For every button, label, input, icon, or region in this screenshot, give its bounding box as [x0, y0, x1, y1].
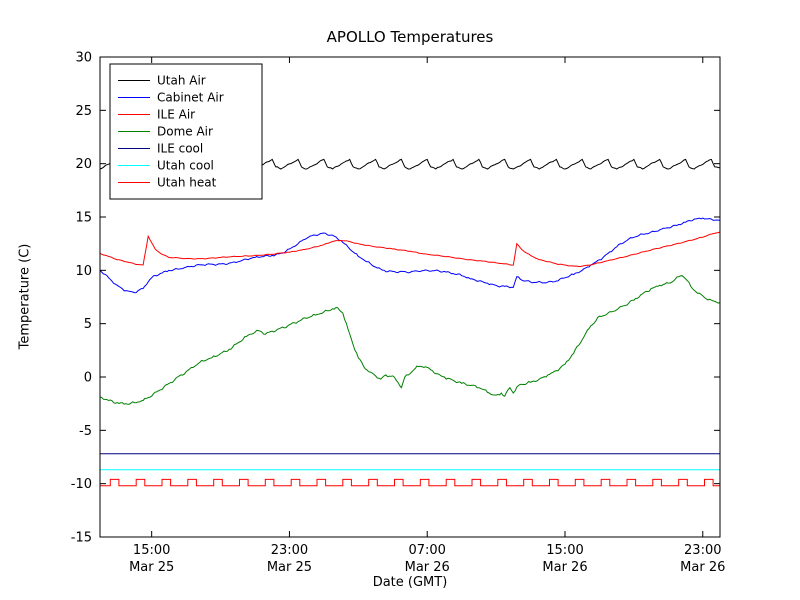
x-tick-label-time: 15:00 — [133, 543, 170, 558]
y-tick-label: 0 — [84, 371, 92, 386]
y-tick-label: 20 — [75, 157, 92, 172]
axes-frame — [99, 56, 721, 538]
y-axis-label: Temperature (C) — [17, 243, 33, 350]
x-tick-label-time: 15:00 — [546, 543, 583, 558]
x-tick-label-date: Mar 25 — [267, 560, 312, 575]
x-tick-label-time: 07:00 — [408, 543, 445, 558]
x-axis-label: Date (GMT) — [372, 575, 448, 590]
y-tick-label: 5 — [84, 317, 92, 332]
y-tick-label: -5 — [79, 424, 92, 439]
series-line-utah-heat — [100, 478, 720, 487]
series-line-cabinet-air — [99, 217, 721, 294]
x-tick-label-date: Mar 26 — [542, 560, 587, 575]
y-tick-label: 15 — [75, 211, 92, 226]
y-tick-label: 10 — [75, 264, 92, 279]
y-tick-label: 25 — [75, 104, 92, 119]
series-line-ile-air — [99, 231, 721, 267]
legend-label-ile-cool: ILE cool — [157, 142, 203, 156]
series-line-dome-air — [99, 275, 721, 405]
chart-title: APOLLO Temperatures — [326, 28, 494, 46]
legend-label-dome-air: Dome Air — [157, 125, 213, 139]
legend-label-utah-air: Utah Air — [157, 74, 206, 88]
legend-label-utah-cool: Utah cool — [157, 159, 214, 173]
y-tick-label: 30 — [75, 51, 92, 66]
y-tick-label: -10 — [71, 477, 92, 492]
x-tick-label-time: 23:00 — [271, 543, 308, 558]
legend-label-utah-heat: Utah heat — [157, 176, 217, 190]
legend-label-ile-air: ILE Air — [157, 108, 195, 122]
legend-label-cabinet-air: Cabinet Air — [157, 91, 224, 105]
x-tick-label-date: Mar 26 — [405, 560, 450, 575]
y-tick-label: -15 — [71, 531, 92, 546]
x-tick-label-date: Mar 26 — [680, 560, 725, 575]
x-tick-label-date: Mar 25 — [129, 560, 174, 575]
x-tick-label-time: 23:00 — [684, 543, 721, 558]
